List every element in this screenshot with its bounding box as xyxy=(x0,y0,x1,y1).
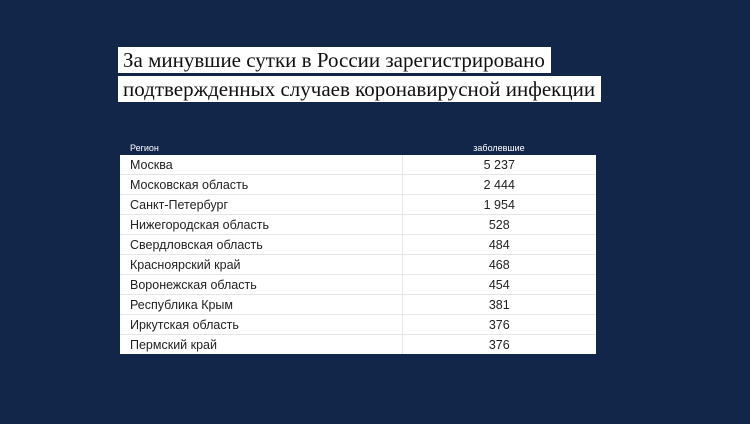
cell-cases: 376 xyxy=(402,314,596,335)
cell-cases: 1 954 xyxy=(402,194,596,215)
headline: За минувшие сутки в России зарегистриров… xyxy=(118,47,602,105)
cell-region: Свердловская область xyxy=(120,234,403,255)
table-row: Республика Крым 381 xyxy=(120,294,596,315)
table-row: Свердловская область 484 xyxy=(120,234,596,255)
cell-region: Иркутская область xyxy=(120,314,403,335)
column-header-region: Регион xyxy=(130,143,159,153)
cell-cases: 5 237 xyxy=(402,155,596,175)
cell-region: Воронежская область xyxy=(120,274,403,295)
cell-cases: 2 444 xyxy=(402,174,596,195)
data-table: Москва 5 237 Московская область 2 444 Са… xyxy=(120,155,596,354)
cell-cases: 381 xyxy=(402,294,596,315)
table-row: Санкт-Петербург 1 954 xyxy=(120,194,596,215)
table-row: Нижегородская область 528 xyxy=(120,214,596,235)
cell-cases: 528 xyxy=(402,214,596,235)
cell-cases: 454 xyxy=(402,274,596,295)
cell-region: Москва xyxy=(120,155,403,175)
cell-region: Московская область xyxy=(120,174,403,195)
table-row: Иркутская область 376 xyxy=(120,314,596,335)
cell-region: Нижегородская область xyxy=(120,214,403,235)
cell-region: Республика Крым xyxy=(120,294,403,315)
table-row: Московская область 2 444 xyxy=(120,174,596,195)
cell-cases: 376 xyxy=(488,337,510,352)
cell-cases: 468 xyxy=(402,254,596,275)
table-row: Москва 5 237 xyxy=(120,155,596,175)
headline-line-2: подтвержденных случаев коронавирусной ин… xyxy=(118,76,602,102)
cell-region: Красноярский край xyxy=(120,254,403,275)
table-row: Пермский край 376 xyxy=(120,334,596,354)
cell-region: Санкт-Петербург xyxy=(120,194,403,215)
table-row: Красноярский край 468 xyxy=(120,254,596,275)
headline-line-1: За минувшие сутки в России зарегистриров… xyxy=(118,47,551,73)
column-header-cases: заболевшие xyxy=(473,143,525,153)
table-row: Воронежская область 454 xyxy=(120,274,596,295)
cell-region: Пермский край xyxy=(120,334,403,354)
cell-cases: 484 xyxy=(402,234,596,255)
table-header: Регион заболевшие xyxy=(120,141,596,155)
data-table-container: Регион заболевшие Москва 5 237 Московска… xyxy=(120,141,596,354)
